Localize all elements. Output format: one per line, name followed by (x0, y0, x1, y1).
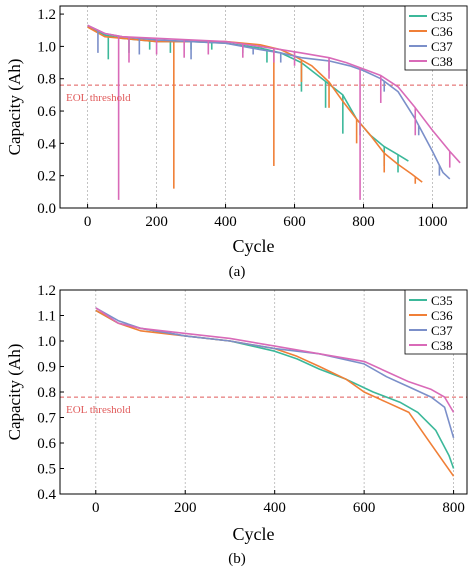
y-tick-label: 1.0 (37, 334, 56, 350)
legend-label-c38: C38 (431, 338, 453, 353)
series-line-c38 (87, 24, 461, 164)
y-tick-label: 0.8 (37, 72, 56, 88)
series-line-c37 (87, 24, 451, 180)
x-axis-ticks-b: 0 200 400 600 800 (92, 490, 465, 516)
y-axis-ticks-a: 0.0 0.2 0.4 0.6 0.8 1.0 1.2 (37, 7, 64, 217)
y-tick-label: 0.4 (37, 136, 56, 152)
series-line-c36 (87, 26, 423, 183)
x-tick-label: 800 (352, 214, 375, 230)
series-line-c38 (95, 307, 455, 413)
eol-threshold-label-a: EOL threshold (66, 92, 131, 104)
y-tick-label: 0.0 (37, 201, 56, 217)
series-lines-a (87, 24, 461, 200)
y-tick-label: 0.2 (37, 169, 56, 185)
legend-label-c38: C38 (431, 54, 453, 69)
x-tick-label: 0 (92, 500, 100, 516)
y-tick-label: 1.0 (37, 39, 56, 55)
y-axis-label-b: Capacity (Ah) (5, 344, 24, 441)
x-tick-label: 1000 (418, 214, 448, 230)
y-tick-label: 1.1 (37, 309, 56, 325)
x-tick-label: 0 (84, 214, 92, 230)
y-tick-label: 0.4 (37, 487, 56, 503)
legend-label-c37: C37 (431, 39, 453, 54)
y-tick-label: 0.5 (37, 462, 56, 478)
grid-lines-b (95, 290, 454, 494)
chart-panel-a: 0 200 400 600 800 1000 0.00.20.40.60.81.01.2 … (5, 5, 468, 280)
y-tick-label: 0.8 (37, 385, 56, 401)
x-tick-label: 600 (283, 214, 306, 230)
x-axis-ticks-a: 0 200 400 600 800 1000 (84, 204, 448, 230)
series-lines-b (95, 307, 455, 477)
panel-label-a: (a) (229, 264, 246, 280)
x-tick-label: 800 (442, 500, 465, 516)
x-tick-label: 400 (263, 500, 286, 516)
y-tick-label: 0.6 (37, 436, 56, 452)
y-tick-label: 0.7 (37, 411, 56, 427)
x-axis-label-a: Cycle (233, 236, 275, 256)
grid-lines-a (87, 6, 433, 208)
panel-label-b: (b) (228, 551, 246, 567)
y-tick-label: 0.6 (37, 104, 56, 120)
x-axis-label-b: Cycle (233, 524, 275, 544)
y-tick-label: 1.2 (37, 283, 56, 299)
legend-label-c37: C37 (431, 323, 453, 338)
series-line-c36 (95, 309, 455, 477)
y-axis-label-a: Capacity (Ah) (5, 59, 24, 156)
legend-box (404, 289, 468, 355)
legend-label-c36: C36 (431, 308, 453, 323)
x-tick-label: 600 (353, 500, 376, 516)
y-tick-label: 0.9 (37, 360, 56, 376)
x-tick-label: 200 (174, 500, 197, 516)
y-tick-label: 1.2 (37, 7, 56, 23)
chart-panel-b: 0 200 400 600 800 0.4 0.5 0.6 0.7 0.8 0.9 1.0 1.1 1.… (5, 283, 468, 567)
legend-label-c35: C35 (431, 293, 453, 308)
y-axis-ticks-b: 0.4 0.5 0.6 0.7 0.8 0.9 1.0 1.1 1.2 (37, 283, 64, 503)
legend-label-c36: C36 (431, 24, 453, 39)
x-tick-label: 200 (145, 214, 168, 230)
x-tick-label: 400 (214, 214, 237, 230)
eol-threshold-label-b: EOL threshold (66, 404, 131, 416)
plot-frame-a (59, 5, 468, 209)
legend-label-c35: C35 (431, 9, 453, 24)
